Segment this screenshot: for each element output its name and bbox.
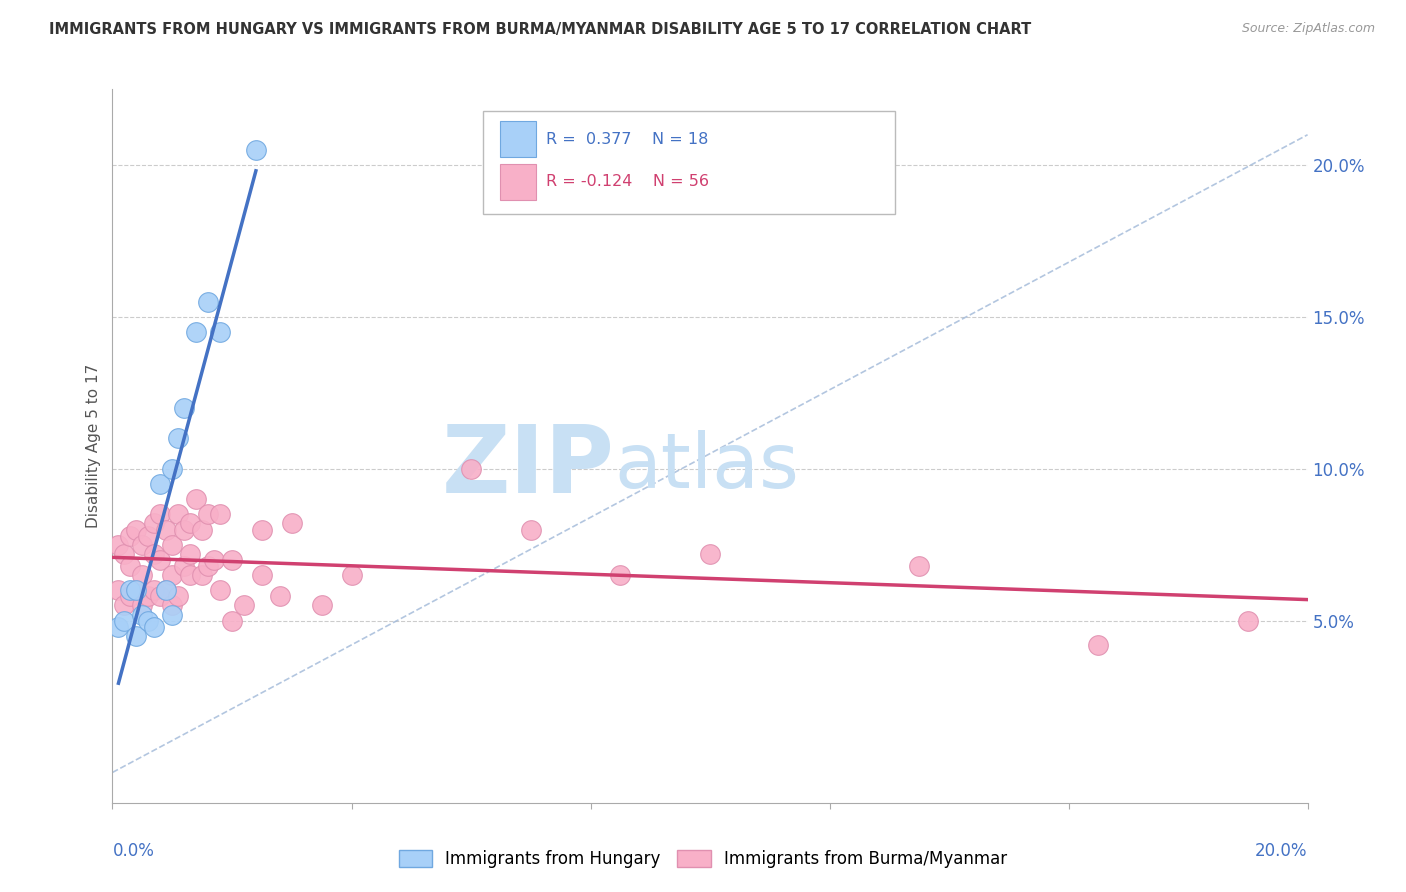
Point: [1237, 614, 1260, 628]
Point: [162, 607, 183, 622]
Point: [125, 583, 148, 598]
Point: [460, 462, 482, 476]
Point: [120, 583, 142, 598]
Point: [107, 620, 129, 634]
Point: [209, 583, 232, 598]
Legend: Immigrants from Hungary, Immigrants from Burma/Myanmar: Immigrants from Hungary, Immigrants from…: [392, 843, 1014, 875]
Point: [143, 547, 166, 561]
FancyBboxPatch shape: [499, 164, 536, 200]
Point: [221, 614, 243, 628]
Text: IMMIGRANTS FROM HUNGARY VS IMMIGRANTS FROM BURMA/MYANMAR DISABILITY AGE 5 TO 17 : IMMIGRANTS FROM HUNGARY VS IMMIGRANTS FR…: [49, 22, 1032, 37]
Point: [114, 614, 135, 628]
Point: [520, 523, 543, 537]
Point: [120, 590, 142, 604]
Point: [245, 143, 267, 157]
Text: Source: ZipAtlas.com: Source: ZipAtlas.com: [1241, 22, 1375, 36]
Point: [250, 523, 273, 537]
Point: [167, 508, 190, 522]
Point: [155, 583, 177, 598]
Point: [138, 590, 160, 604]
Point: [167, 590, 190, 604]
Point: [197, 508, 219, 522]
Point: [149, 553, 172, 567]
Point: [125, 583, 148, 598]
Point: [281, 516, 304, 531]
Point: [143, 516, 166, 531]
Point: [179, 568, 201, 582]
Point: [233, 599, 256, 613]
Point: [179, 547, 201, 561]
Text: ZIP: ZIP: [441, 421, 614, 514]
Point: [197, 294, 219, 309]
Point: [138, 528, 160, 542]
Point: [699, 547, 721, 561]
Point: [202, 553, 225, 567]
Point: [209, 508, 232, 522]
Point: [269, 590, 291, 604]
Point: [340, 568, 363, 582]
Point: [908, 558, 931, 573]
Text: R =  0.377    N = 18: R = 0.377 N = 18: [547, 132, 709, 146]
Point: [149, 590, 172, 604]
Point: [173, 558, 195, 573]
Text: R = -0.124    N = 56: R = -0.124 N = 56: [547, 175, 709, 189]
Point: [191, 568, 214, 582]
Point: [149, 508, 172, 522]
Point: [186, 492, 208, 507]
Point: [209, 325, 232, 339]
Point: [167, 431, 190, 445]
Point: [125, 523, 148, 537]
Text: 20.0%: 20.0%: [1256, 842, 1308, 860]
Point: [143, 583, 166, 598]
Y-axis label: Disability Age 5 to 17: Disability Age 5 to 17: [86, 364, 101, 528]
Point: [221, 553, 243, 567]
Point: [173, 401, 195, 415]
Point: [125, 629, 148, 643]
Point: [609, 568, 631, 582]
Point: [131, 538, 153, 552]
Point: [138, 614, 160, 628]
Point: [107, 538, 129, 552]
Point: [131, 599, 153, 613]
Text: 0.0%: 0.0%: [112, 842, 155, 860]
Point: [173, 523, 195, 537]
Point: [162, 538, 183, 552]
Point: [1087, 638, 1109, 652]
Point: [191, 523, 214, 537]
Point: [120, 528, 142, 542]
FancyBboxPatch shape: [484, 111, 896, 214]
Point: [114, 547, 135, 561]
Point: [131, 607, 153, 622]
Point: [162, 599, 183, 613]
Point: [162, 462, 183, 476]
Point: [155, 523, 177, 537]
Point: [155, 583, 177, 598]
Point: [162, 568, 183, 582]
Point: [114, 599, 135, 613]
Point: [149, 477, 172, 491]
Point: [107, 583, 129, 598]
FancyBboxPatch shape: [499, 121, 536, 157]
Point: [131, 568, 153, 582]
Point: [186, 325, 208, 339]
Point: [197, 558, 219, 573]
Point: [179, 516, 201, 531]
Text: atlas: atlas: [614, 431, 799, 504]
Point: [250, 568, 273, 582]
Point: [143, 620, 166, 634]
Point: [120, 558, 142, 573]
Point: [311, 599, 333, 613]
